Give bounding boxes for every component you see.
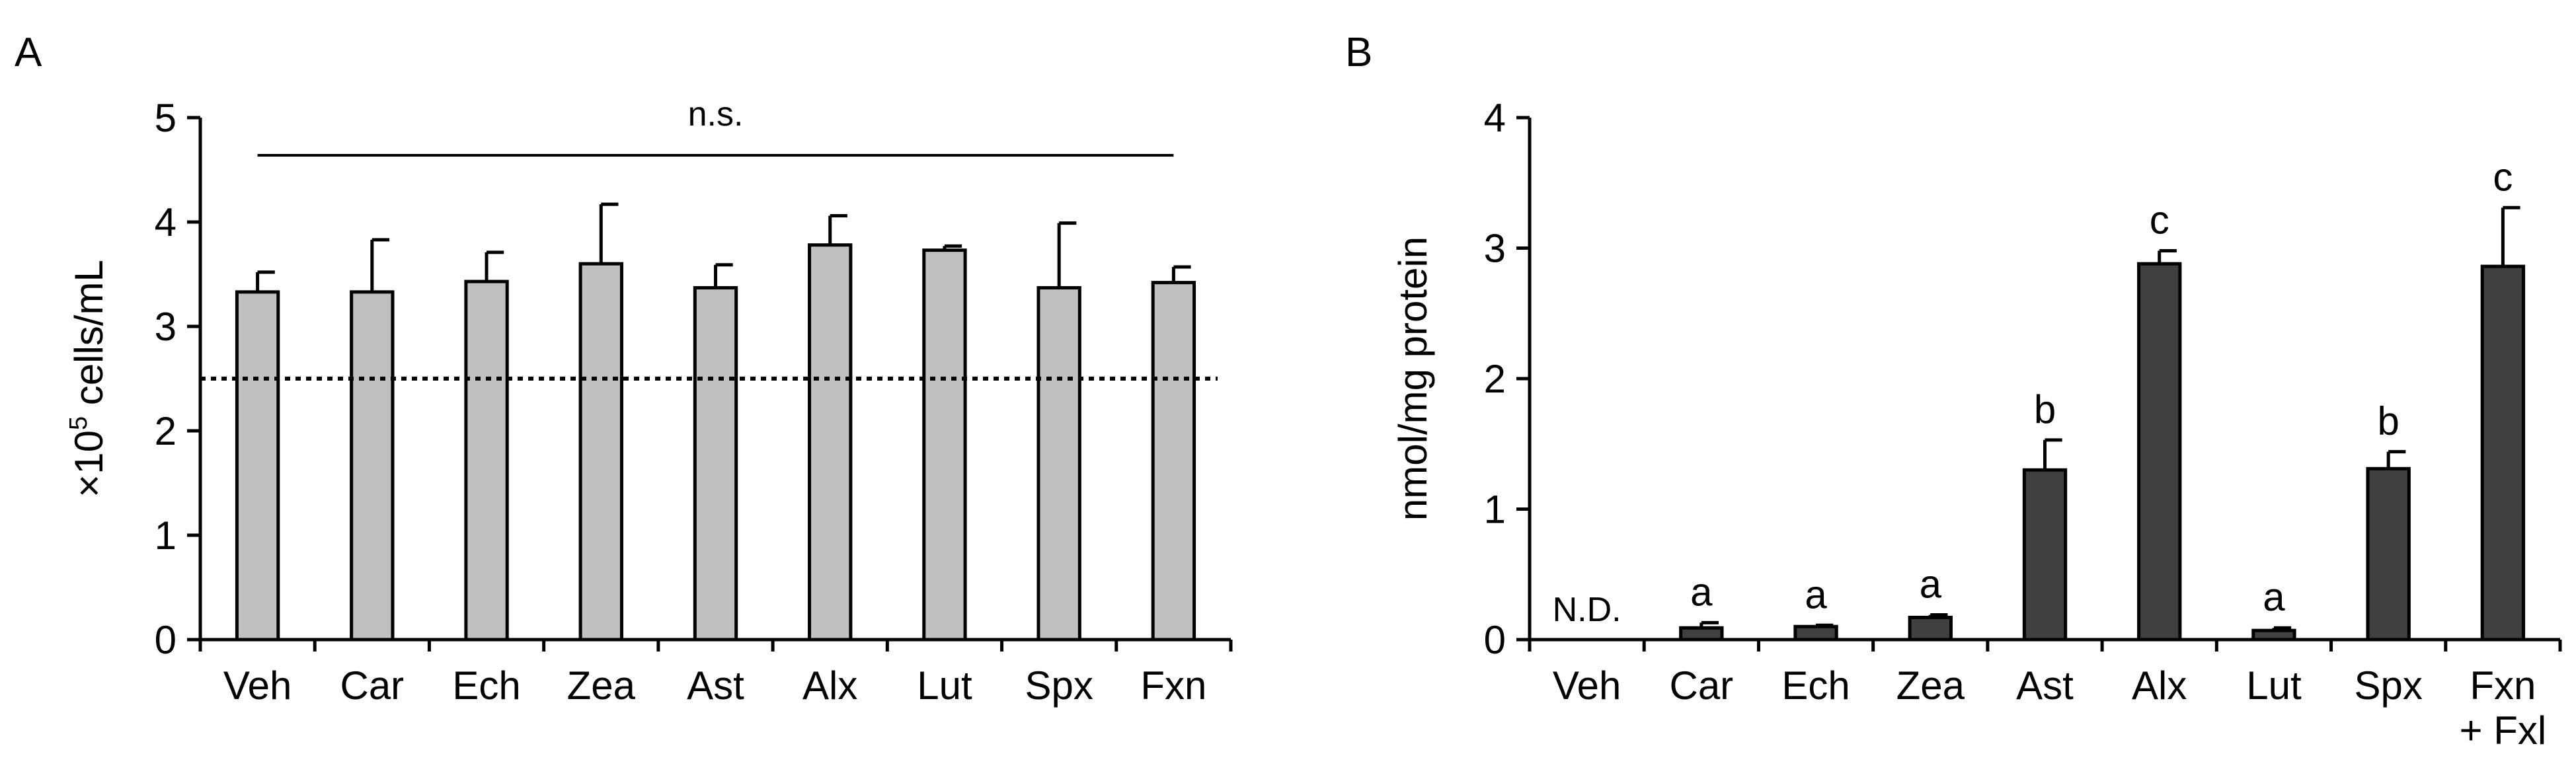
bar — [1793, 624, 1838, 642]
significance-letter: b — [2377, 399, 2399, 443]
x-tick-label: Lut — [2246, 663, 2302, 708]
bar — [350, 290, 395, 642]
bar — [2022, 468, 2068, 642]
x-tick-label: Veh — [1553, 663, 1621, 708]
bar — [808, 243, 853, 642]
significance-letter: a — [2263, 575, 2285, 619]
bar — [464, 280, 509, 642]
y-tick-label: 3 — [1484, 227, 1506, 271]
bar — [2137, 262, 2182, 642]
y-tick-label: 2 — [1484, 357, 1506, 401]
significance-letter: c — [2150, 198, 2169, 242]
x-tick-label: Ech — [1781, 663, 1850, 708]
significance-letter: a — [1690, 570, 1713, 614]
x-tick-label: Ast — [2016, 663, 2074, 708]
x-tick-label: Ast — [687, 663, 744, 708]
bar — [1151, 281, 1196, 642]
y-tick-label: 1 — [155, 513, 176, 558]
x-tick-label: Veh — [223, 663, 292, 708]
y-axis-label: nmol/mg protein — [1391, 237, 1435, 521]
bar — [2251, 628, 2296, 642]
x-tick-label: Lut — [917, 663, 972, 708]
significance-letter: c — [2493, 155, 2513, 199]
x-tick-label: Spx — [1025, 663, 1093, 708]
bar — [235, 290, 280, 642]
bar — [578, 262, 623, 642]
y-tick-label: 2 — [155, 409, 176, 453]
x-tick-label: Car — [1669, 663, 1733, 708]
x-tick-label: Alx — [802, 663, 857, 708]
bar — [2480, 264, 2526, 642]
bar — [1036, 286, 1081, 642]
bar — [922, 248, 967, 642]
significance-letter: a — [1920, 562, 1942, 606]
y-tick-label: 4 — [155, 200, 176, 244]
y-tick-label: 1 — [1484, 488, 1506, 532]
x-tick-label: Alx — [2132, 663, 2187, 708]
bar — [1679, 626, 1724, 642]
bar — [2366, 466, 2411, 642]
significance-letter: a — [1805, 572, 1827, 616]
x-tick-label: Spx — [2354, 663, 2422, 708]
panel-label: B — [1345, 30, 1372, 75]
significance-letter: N.D. — [1553, 591, 1621, 629]
x-tick-label: Zea — [1896, 663, 1965, 708]
panel-label: A — [15, 30, 42, 75]
x-tick-label: Ech — [452, 663, 520, 708]
x-tick-label: Car — [340, 663, 404, 708]
significance-label: n.s. — [688, 95, 744, 133]
panel-a: A 0 1 2 3 4 5 Veh Car Ech Zea Ast Alx Lut Spx Fxn n.s. ×1… — [15, 30, 1233, 708]
y-tick-label: 5 — [155, 96, 176, 140]
bar — [693, 286, 738, 642]
panel-b: B 0 1 2 3 4 Veh N.D. Car a Ech a Zea a Ast b Alx c Lut a Spx… — [1345, 30, 2562, 753]
y-tick-label: 0 — [1484, 618, 1506, 662]
significance-letter: b — [2034, 387, 2056, 431]
x-tick-label: Fxn + Fxl — [2460, 663, 2547, 753]
y-tick-label: 0 — [155, 618, 176, 662]
y-tick-label: 4 — [1484, 96, 1506, 140]
x-tick-label: Zea — [567, 663, 636, 708]
x-tick-label: Fxn — [1140, 663, 1206, 708]
y-tick-label: 3 — [155, 305, 176, 349]
y-axis-label: ×105 cells/mL — [65, 260, 111, 498]
bar — [1908, 615, 1953, 642]
